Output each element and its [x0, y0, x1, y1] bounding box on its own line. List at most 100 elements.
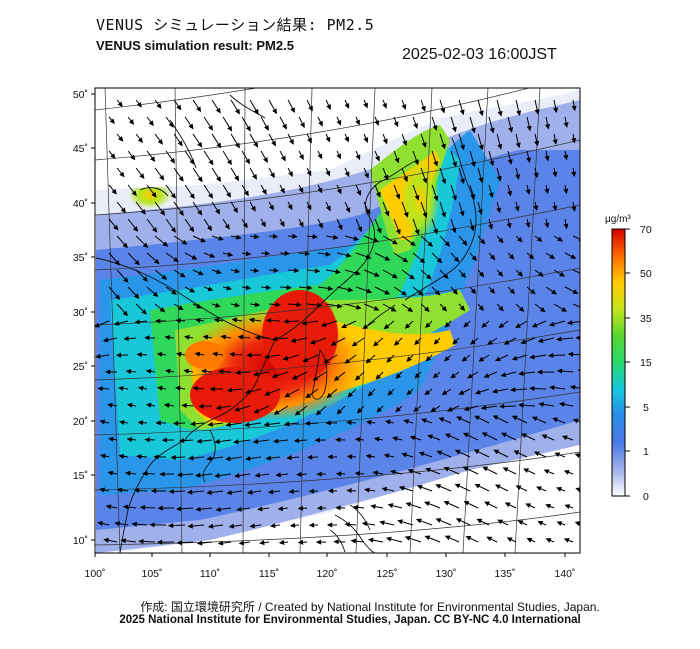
- wind-arrow-head: [497, 143, 503, 150]
- wind-arrow-head: [247, 489, 253, 495]
- wind-arrow-head: [530, 289, 536, 295]
- wind-arrow-head: [384, 419, 391, 425]
- wind-arrow-head: [441, 211, 446, 218]
- wind-arrow-head: [383, 453, 390, 459]
- wind-arrow-head: [138, 538, 144, 544]
- wind-arrow-head: [462, 240, 468, 246]
- wind-arrow-head: [184, 334, 190, 340]
- wind-arrow: [582, 539, 592, 542]
- wind-arrow-head: [413, 123, 418, 129]
- wind-arrow-head: [107, 402, 113, 408]
- wind-arrow-head: [99, 487, 105, 493]
- wind-arrow-head: [355, 119, 360, 126]
- wind-arrow-head: [395, 193, 401, 200]
- wind-arrow-head: [374, 272, 380, 277]
- wind-arrow-head: [392, 239, 398, 245]
- wind-arrow-head: [273, 409, 280, 415]
- wind-arrow-head: [245, 125, 251, 132]
- wind-arrow-head: [481, 322, 487, 328]
- wind-arrow-head: [514, 206, 520, 212]
- wind-arrow-head: [335, 269, 341, 275]
- wind-arrow-head: [498, 403, 505, 409]
- wind-arrow-head: [518, 306, 525, 312]
- colorbar-tick-70: 70: [640, 224, 652, 236]
- wind-arrow: [592, 304, 607, 309]
- wind-arrow-head: [253, 141, 259, 148]
- wind-arrow-head: [526, 157, 532, 164]
- wind-arrow-head: [234, 175, 240, 182]
- wind-arrow-head: [478, 356, 485, 362]
- wind-arrow-head: [489, 254, 496, 261]
- wind-arrow: [584, 185, 585, 194]
- wind-arrow-head: [563, 188, 569, 195]
- wind-arrow-head: [479, 238, 486, 245]
- lat-label-25: 25˚: [73, 361, 88, 373]
- wind-arrow-head: [134, 259, 140, 266]
- wind-arrow-head: [296, 471, 302, 477]
- wind-arrow-head: [314, 437, 320, 443]
- wind-arrow-head: [154, 258, 160, 265]
- wind-arrow-head: [469, 225, 475, 232]
- wind-arrow-head: [478, 144, 484, 151]
- wind-arrow-head: [291, 374, 298, 380]
- lon-label-130: 130˚: [435, 568, 456, 580]
- wind-arrow-head: [260, 221, 266, 228]
- wind-arrow-head: [376, 227, 382, 234]
- wind-arrow: [584, 151, 585, 159]
- lon-label-105: 105˚: [141, 568, 162, 580]
- wind-arrow-head: [170, 454, 176, 460]
- wind-arrow-head: [600, 237, 604, 240]
- wind-arrow-head: [407, 468, 414, 474]
- wind-arrow-head: [556, 487, 562, 492]
- wind-arrow-head: [375, 191, 381, 198]
- wind-arrow-head: [451, 126, 457, 133]
- wind-arrow-head: [161, 274, 168, 280]
- wind-arrow-head: [397, 519, 403, 525]
- wind-arrow-head: [265, 284, 272, 291]
- wind-arrow-head: [103, 537, 109, 543]
- wind-arrow-head: [364, 487, 370, 493]
- wind-arrow-head: [215, 302, 221, 308]
- wind-arrow-head: [308, 488, 314, 494]
- wind-arrow-head: [118, 419, 125, 425]
- wind-arrow-head: [132, 226, 139, 232]
- wind-arrow-head: [176, 351, 182, 357]
- wind-arrow-head: [149, 522, 155, 528]
- wind-arrow-head: [435, 518, 442, 523]
- wind-arrow-head: [387, 390, 394, 396]
- wind-arrow-head: [244, 389, 251, 395]
- wind-arrow-head: [177, 305, 184, 311]
- wind-arrow-head: [325, 251, 332, 257]
- wind-arrow-head: [552, 171, 558, 178]
- wind-arrow-head: [176, 104, 182, 111]
- wind-arrow-head: [152, 291, 159, 298]
- wind-arrow-head: [326, 522, 333, 528]
- wind-arrow-head: [120, 538, 126, 544]
- wind-arrow-head: [312, 375, 319, 381]
- wind-arrow-head: [195, 506, 201, 512]
- wind-arrow-head: [196, 540, 203, 546]
- wind-arrow-head: [517, 520, 524, 526]
- wind-arrow-head: [341, 323, 347, 329]
- wind-arrow-head: [317, 302, 323, 308]
- wind-arrow: [592, 236, 604, 240]
- wind-arrow: [592, 134, 593, 142]
- wind-arrow-head: [515, 142, 521, 149]
- wind-arrow-head: [404, 323, 411, 329]
- wind-arrow-head: [325, 170, 331, 177]
- wind-arrow-head: [175, 318, 181, 324]
- wind-arrow-head: [533, 172, 539, 179]
- wind-arrow-head: [282, 355, 289, 361]
- wind-arrow-head: [390, 306, 397, 312]
- wind-arrow-head: [254, 302, 261, 308]
- wind-arrow-head: [284, 250, 290, 256]
- wind-arrow-head: [516, 110, 522, 117]
- wind-arrow-head: [531, 416, 538, 422]
- wind-arrow-head: [571, 171, 577, 178]
- wind-arrow-head: [327, 454, 333, 460]
- wind-arrow-head: [156, 351, 163, 357]
- lat-label-45: 45˚: [73, 143, 88, 155]
- wind-arrow-head: [384, 210, 390, 217]
- wind-arrow-head: [554, 452, 561, 458]
- wind-arrow-head: [591, 173, 594, 177]
